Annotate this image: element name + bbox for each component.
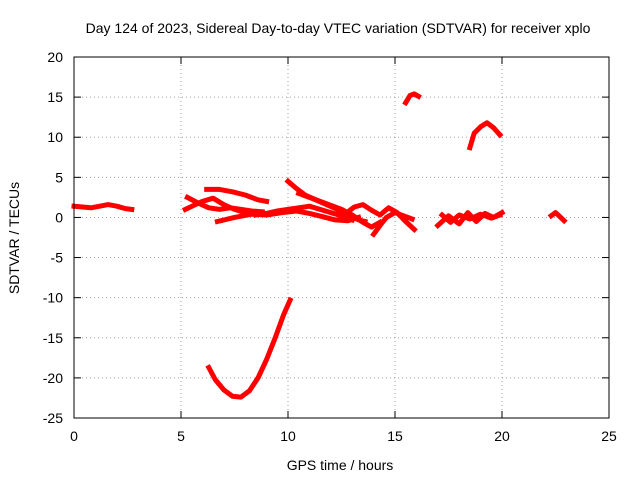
y-tick-label: -15 [43,330,63,346]
series-line-s16 [205,296,294,400]
grid-lines [74,57,609,418]
series-line-s13 [438,211,504,225]
x-tick-label: 25 [601,428,617,444]
y-tick-label: -20 [43,370,63,386]
series-line-s14 [466,120,504,151]
series-line-s1 [71,202,135,213]
series-line-s9 [342,202,418,234]
series-line-s3 [184,194,265,215]
y-tick-label: -10 [43,290,63,306]
x-tick-label: 10 [280,428,296,444]
series-line-s5 [214,208,362,225]
y-tick-label: 10 [47,129,63,145]
x-tick-label: 15 [387,428,403,444]
y-tick-label: -5 [51,250,64,266]
data-series [71,91,568,400]
x-tick-label: 5 [177,428,185,444]
y-tick-label: 20 [47,49,63,65]
y-tick-label: -25 [43,410,63,426]
series-line-s15 [547,210,568,225]
series-line-s11 [402,91,422,107]
x-tick-label: 0 [70,428,78,444]
x-tick-label: 20 [494,428,510,444]
x-axis-label: GPS time / hours [287,457,394,473]
y-tick-label: 5 [55,169,63,185]
axis-ticks: 0 5 10 15 20 25 -25 -20 -15 -10 -5 0 5 10 15 20 [43,49,617,444]
plot-frame [73,56,610,419]
y-tick-label: 0 [55,209,63,225]
series-line-s10 [370,210,416,238]
series-line-s6 [253,203,356,224]
series-line-s4 [204,186,270,205]
series-line-s8 [295,190,384,230]
chart-title: Day 124 of 2023, Sidereal Day-to-day VTE… [86,20,591,36]
y-axis-label: SDTVAR / TECUs [6,182,22,294]
y-tick-label: 15 [47,89,63,105]
